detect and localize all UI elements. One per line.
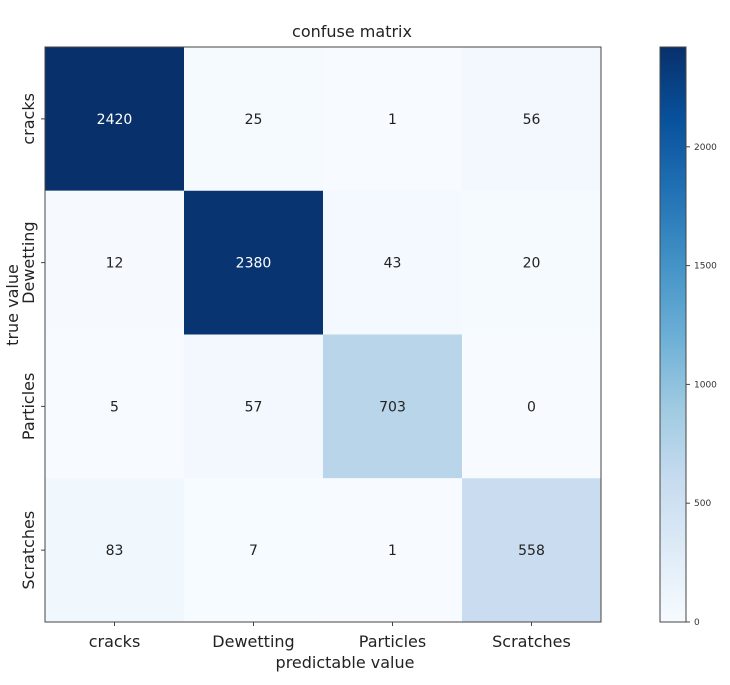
cell-value-label: 56 <box>523 112 541 128</box>
colorbar-tick-label: 500 <box>694 499 711 509</box>
colorbar-tick-label: 1000 <box>694 380 717 390</box>
cell-value-label: 43 <box>384 256 402 272</box>
y-tick-label: Scratches <box>19 511 38 590</box>
colorbar-ticks: 0 500 1000 1500 2000 <box>686 143 717 628</box>
heatmap-cell <box>184 334 323 479</box>
heatmap-cell <box>45 47 184 191</box>
heatmap-cell <box>462 47 601 191</box>
heatmap-cell <box>462 334 601 479</box>
cell-value-label: 83 <box>106 543 124 559</box>
heatmap-cell <box>323 478 462 622</box>
y-tick-label: Particles <box>19 373 38 440</box>
heatmap-cell <box>45 334 184 479</box>
heatmap-cell <box>184 190 323 335</box>
heatmap-cell <box>323 334 462 479</box>
cell-value-label: 5 <box>110 399 119 415</box>
heatmap-cell <box>184 478 323 622</box>
heatmap-cell <box>45 478 184 622</box>
cell-value-label: 25 <box>245 112 263 128</box>
y-tick-labels: cracks Dewetting Particles Scratches <box>19 93 45 589</box>
cell-value-label: 20 <box>523 256 541 272</box>
y-tick-label: cracks <box>19 93 38 145</box>
x-tick-label: Scratches <box>492 632 571 651</box>
cell-value-label: 0 <box>527 399 536 415</box>
x-tick-labels: cracks Dewetting Particles Scratches <box>89 622 571 651</box>
cell-value-label: 1 <box>388 112 397 128</box>
y-tick-label: Dewetting <box>19 221 38 303</box>
heatmap-cell <box>184 47 323 191</box>
heatmap-cell <box>323 190 462 335</box>
cell-value-label: 7 <box>249 543 258 559</box>
cell-value-label: 12 <box>106 256 124 272</box>
colorbar <box>659 46 687 623</box>
cell-value-label: 703 <box>379 399 406 415</box>
cell-value-label: 2380 <box>236 256 272 272</box>
chart-title: confuse matrix <box>292 22 412 41</box>
x-tick-label: Dewetting <box>212 632 294 651</box>
cell-value-label: 57 <box>245 399 263 415</box>
colorbar-tick-label: 0 <box>694 618 700 628</box>
heatmap-cell <box>45 190 184 335</box>
x-axis-label: predictable value <box>276 653 415 672</box>
heatmap-cell <box>323 47 462 191</box>
cell-value-label: 558 <box>518 543 545 559</box>
heatmap-cell <box>462 478 601 622</box>
colorbar-tick-label: 1500 <box>694 262 717 272</box>
heatmap-cells: 2420 25 1 56 12 2380 43 20 5 57 703 0 83 7 1 558 <box>45 47 601 622</box>
cell-value-label: 1 <box>388 543 397 559</box>
heatmap-cell <box>462 190 601 335</box>
colorbar-tick-label: 2000 <box>694 143 717 153</box>
cell-value-label: 2420 <box>97 112 133 128</box>
y-axis-label: true value <box>3 264 22 346</box>
x-tick-label: Particles <box>359 632 426 651</box>
plot-frame <box>44 46 602 623</box>
x-tick-label: cracks <box>89 632 141 651</box>
